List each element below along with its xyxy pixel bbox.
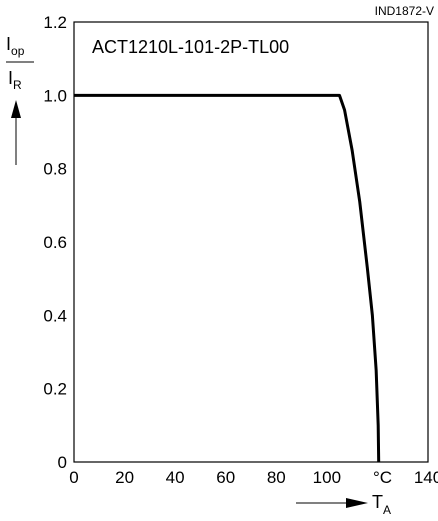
plot-background xyxy=(74,22,428,462)
y-tick-label: 0.4 xyxy=(43,306,67,325)
x-tick-label: 0 xyxy=(69,468,78,487)
x-tick-label: 20 xyxy=(115,468,134,487)
chart-annotations: IND1872-V ACT1210L-101-2P-TL00 Iop IR TA xyxy=(6,4,434,517)
y-axis-label-denominator: IR xyxy=(8,68,22,92)
x-tick-label: 80 xyxy=(267,468,286,487)
y-axis-label-numerator: Iop xyxy=(6,34,25,58)
y-tick-label: 0.6 xyxy=(43,233,67,252)
y-tick-label: 1.0 xyxy=(43,86,67,105)
x-tick-label: 60 xyxy=(216,468,235,487)
series-layer xyxy=(74,93,381,463)
x-unit-label: °C xyxy=(373,468,392,487)
x-axis-label: TA xyxy=(372,492,391,517)
figure-code: IND1872-V xyxy=(375,4,434,18)
x-tick-label: 40 xyxy=(166,468,185,487)
arrow-right-icon xyxy=(346,498,368,508)
x-tick-label: 140 xyxy=(414,468,438,487)
y-tick-label: 0.2 xyxy=(43,380,67,399)
y-tick-label: 0.8 xyxy=(43,160,67,179)
x-tick-label: 100 xyxy=(313,468,341,487)
y-tick-label: 1.2 xyxy=(43,13,67,32)
arrow-up-icon xyxy=(11,100,21,118)
series-line xyxy=(74,93,381,463)
y-tick-label: 0 xyxy=(58,453,67,472)
tick-labels: 0 0.2 0.4 0.6 0.8 1.0 1.2 0 20 40 60 80 100 140 °C xyxy=(43,13,438,487)
plot-border xyxy=(73,21,429,463)
chart-title: ACT1210L-101-2P-TL00 xyxy=(92,37,289,57)
plot-frame xyxy=(73,21,429,463)
